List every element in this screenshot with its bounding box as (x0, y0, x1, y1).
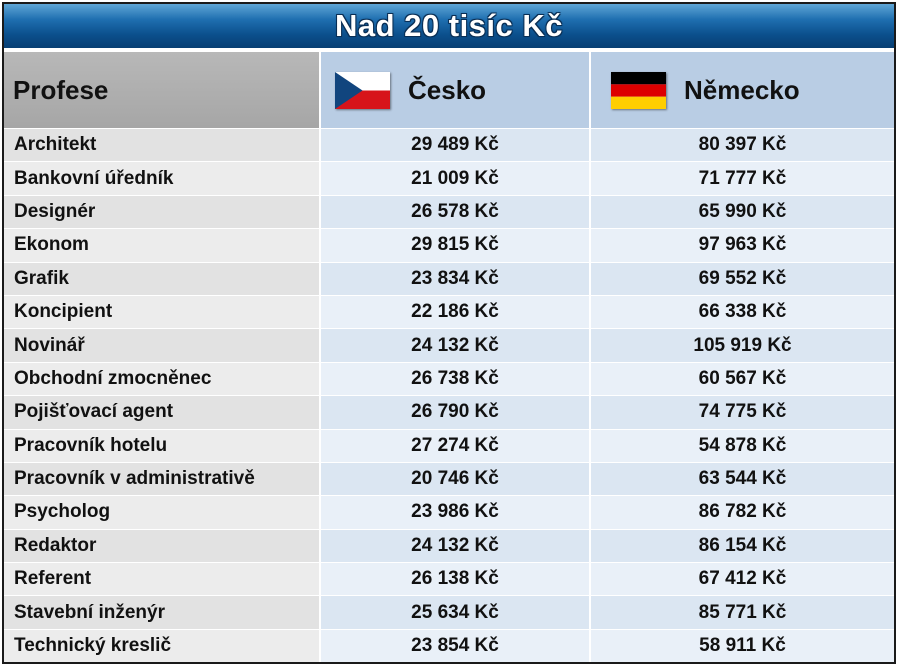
cell-cesko: 29 815 Kč (319, 228, 590, 263)
table-row: Technický kreslič 23 854 Kč 58 911 Kč (4, 628, 894, 662)
cell-profese: Bankovní úředník (4, 161, 320, 196)
salary-table: Profese Česko (4, 52, 894, 662)
cell-cesko: 26 578 Kč (319, 194, 590, 229)
cell-cesko: 23 986 Kč (319, 495, 590, 530)
header-cesko-label: Česko (408, 74, 487, 105)
header-profese: Profese (4, 52, 320, 129)
cell-cesko: 27 274 Kč (319, 428, 590, 463)
table-row: Stavební inženýr 25 634 Kč 85 771 Kč (4, 595, 894, 630)
table-row: Ekonom 29 815 Kč 97 963 Kč (4, 228, 894, 263)
cell-profese: Designér (4, 194, 320, 229)
cell-profese: Psycholog (4, 495, 320, 530)
table-row: Psycholog 23 986 Kč 86 782 Kč (4, 495, 894, 530)
cell-cesko: 26 138 Kč (319, 562, 590, 596)
cell-nemecko: 74 775 Kč (589, 395, 894, 430)
table-row: Pojišťovací agent 26 790 Kč 74 775 Kč (4, 395, 894, 430)
chart-title: Nad 20 tisíc Kč (334, 8, 564, 43)
table-row: Koncipient 22 186 Kč 66 338 Kč (4, 294, 894, 329)
german-flag-icon (611, 71, 666, 109)
cell-profese: Architekt (4, 127, 320, 162)
cell-cesko: 20 746 Kč (319, 461, 590, 496)
cell-nemecko: 85 771 Kč (589, 595, 894, 630)
header-cesko: Česko (319, 52, 590, 129)
cell-nemecko: 71 777 Kč (589, 161, 894, 196)
cell-cesko: 23 854 Kč (319, 628, 590, 662)
cell-cesko: 24 132 Kč (319, 328, 590, 363)
cell-nemecko: 66 338 Kč (589, 294, 894, 329)
cell-nemecko: 86 154 Kč (589, 528, 894, 563)
table-row: Redaktor 24 132 Kč 86 154 Kč (4, 528, 894, 563)
cell-cesko: 25 634 Kč (319, 595, 590, 630)
table-row: Referent 26 138 Kč 67 412 Kč (4, 562, 894, 596)
table-body: Architekt 29 489 Kč 80 397 Kč Bankovní úřed… (4, 127, 894, 662)
table-row: Grafik 23 834 Kč 69 552 Kč (4, 261, 894, 296)
cell-profese: Pracovník hotelu (4, 428, 320, 463)
table-row: Architekt 29 489 Kč 80 397 Kč (4, 127, 894, 162)
table-row: Novinář 24 132 Kč 105 919 Kč (4, 328, 894, 363)
cell-cesko: 24 132 Kč (319, 528, 590, 563)
cell-nemecko: 69 552 Kč (589, 261, 894, 296)
cell-profese: Technický kreslič (4, 628, 320, 662)
cell-profese: Novinář (4, 328, 320, 363)
cell-profese: Grafik (4, 261, 320, 296)
cell-nemecko: 63 544 Kč (589, 461, 894, 496)
table-row: Pracovník hotelu 27 274 Kč 54 878 Kč (4, 428, 894, 463)
table-row: Pracovník v administrativě 20 746 Kč 63 54… (4, 461, 894, 496)
cell-cesko: 26 738 Kč (319, 361, 590, 396)
cell-cesko: 29 489 Kč (319, 127, 590, 162)
header-row: Profese Česko (4, 52, 894, 129)
cell-profese: Ekonom (4, 228, 320, 263)
cell-profese: Pracovník v administrativě (4, 461, 320, 496)
cell-profese: Referent (4, 562, 320, 596)
cell-profese: Redaktor (4, 528, 320, 563)
czech-flag-icon (335, 71, 390, 109)
cell-cesko: 23 834 Kč (319, 261, 590, 296)
cell-profese: Obchodní zmocněnec (4, 361, 320, 396)
header-nemecko: Německo (589, 52, 894, 129)
cell-profese: Koncipient (4, 294, 320, 329)
header-profese-label: Profese (13, 74, 109, 105)
cell-nemecko: 86 782 Kč (589, 495, 894, 530)
table-row: Obchodní zmocněnec 26 738 Kč 60 567 Kč (4, 361, 894, 396)
cell-nemecko: 97 963 Kč (589, 228, 894, 263)
cell-cesko: 26 790 Kč (319, 395, 590, 430)
table-row: Designér 26 578 Kč 65 990 Kč (4, 194, 894, 229)
cell-nemecko: 80 397 Kč (589, 127, 894, 162)
cell-profese: Stavební inženýr (4, 595, 320, 630)
table-row: Bankovní úředník 21 009 Kč 71 777 Kč (4, 161, 894, 196)
cell-profese: Pojišťovací agent (4, 395, 320, 430)
cell-cesko: 21 009 Kč (319, 161, 590, 196)
cell-nemecko: 65 990 Kč (589, 194, 894, 229)
cell-nemecko: 67 412 Kč (589, 562, 894, 596)
cell-nemecko: 58 911 Kč (589, 628, 894, 662)
cell-nemecko: 60 567 Kč (589, 361, 894, 396)
title-banner: Nad 20 tisíc Kč (4, 4, 894, 48)
header-nemecko-label: Německo (684, 74, 800, 105)
cell-nemecko: 105 919 Kč (589, 328, 894, 363)
cell-nemecko: 54 878 Kč (589, 428, 894, 463)
cell-cesko: 22 186 Kč (319, 294, 590, 329)
